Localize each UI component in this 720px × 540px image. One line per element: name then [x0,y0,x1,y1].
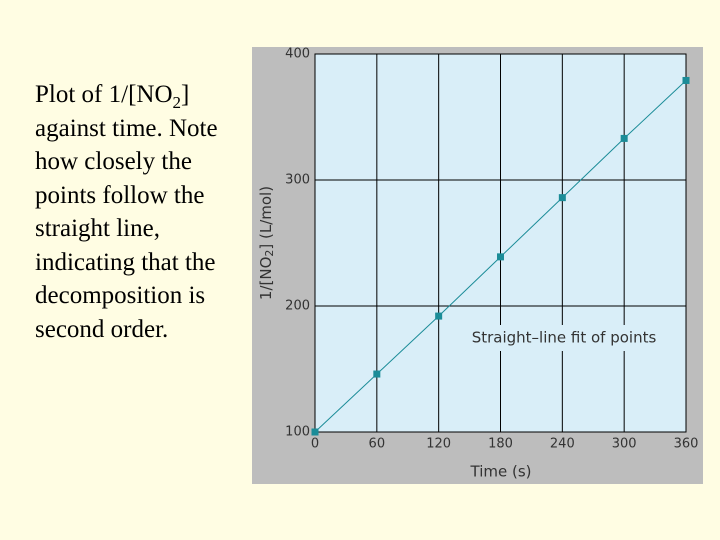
caption-subscript: 2 [172,93,182,112]
annotation: Straight–line fit of points [472,329,657,347]
data-point [311,428,319,436]
x-tick-label: 180 [488,437,513,452]
data-point [558,194,566,202]
caption: Plot of 1/[NO2] against time. Note how c… [35,78,250,346]
x-tick-label: 360 [674,437,699,452]
caption-text: Plot of 1/[NO [35,81,173,108]
data-point [373,370,381,378]
x-tick-label: 120 [426,437,451,452]
y-axis-label: 1/[NO2] (L/mol) [257,186,277,300]
x-axis-label: Time (s) [470,463,532,481]
x-tick-label: 0 [311,437,319,452]
annotation-background [460,325,668,351]
y-axis-label-part: 1/[NO [257,257,275,300]
y-tick-label: 200 [285,299,310,314]
y-axis-label-subscript: 2 [263,250,276,257]
x-tick-label: 60 [369,437,386,452]
data-point [620,134,628,142]
data-point [435,312,443,320]
y-tick-label: 300 [285,173,310,188]
x-tick-label: 240 [550,437,575,452]
data-point [682,76,690,84]
x-tick-label: 300 [612,437,637,452]
y-tick-label: 100 [285,425,310,440]
y-axis-label-part: ] (L/mol) [257,186,275,250]
data-point [497,253,504,261]
caption-text: ] against time. Note how closely the poi… [35,81,218,343]
y-tick-label: 400 [285,47,310,62]
